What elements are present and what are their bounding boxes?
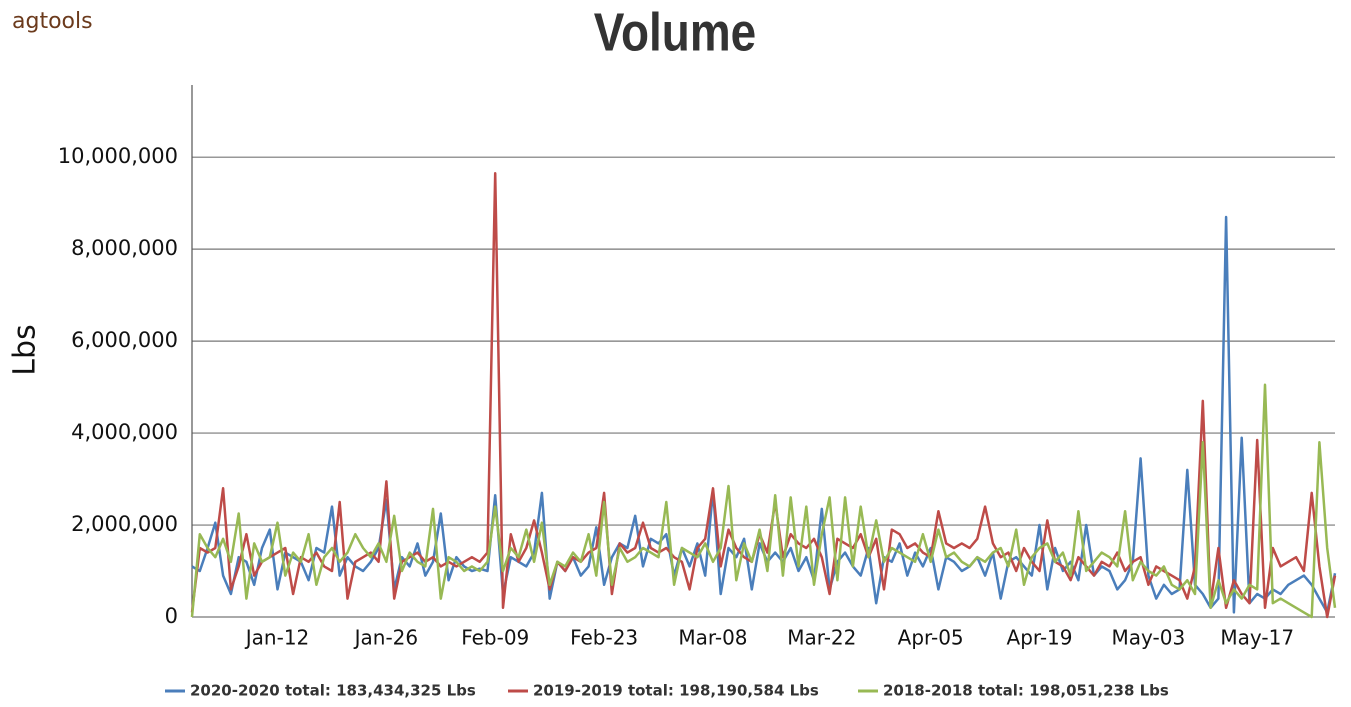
logo: agtools: [12, 9, 93, 34]
x-tick-label: Jan-12: [244, 626, 310, 650]
x-tick-label: May-17: [1220, 626, 1294, 650]
x-tick-label: May-03: [1112, 626, 1186, 650]
x-tick-label: Apr-19: [1007, 626, 1073, 650]
x-tick-label: Mar-22: [787, 626, 856, 650]
y-tick-label: 0: [165, 604, 178, 628]
y-axis-label: Lbs: [8, 324, 43, 375]
line-series: [190, 383, 1337, 619]
x-tick-label: Mar-08: [678, 626, 747, 650]
y-tick-label: 4,000,000: [71, 420, 178, 444]
legend-label: 2020-2020 total: 183,434,325 Lbs: [190, 682, 476, 700]
legend-label: 2019-2019 total: 198,190,584 Lbs: [533, 682, 819, 700]
line-series: [190, 172, 1337, 619]
legend-label: 2018-2018 total: 198,051,238 Lbs: [883, 682, 1169, 700]
x-tick-label: Feb-23: [570, 626, 638, 650]
x-tick-label: Feb-09: [461, 626, 529, 650]
x-tick-label: Apr-05: [898, 626, 964, 650]
chart-title: Volume: [594, 2, 756, 62]
y-tick-label: 8,000,000: [71, 236, 178, 260]
x-tick-label: Jan-26: [353, 626, 419, 650]
y-tick-label: 6,000,000: [71, 328, 178, 352]
y-tick-label: 2,000,000: [71, 512, 178, 536]
y-tick-label: 10,000,000: [58, 144, 178, 168]
